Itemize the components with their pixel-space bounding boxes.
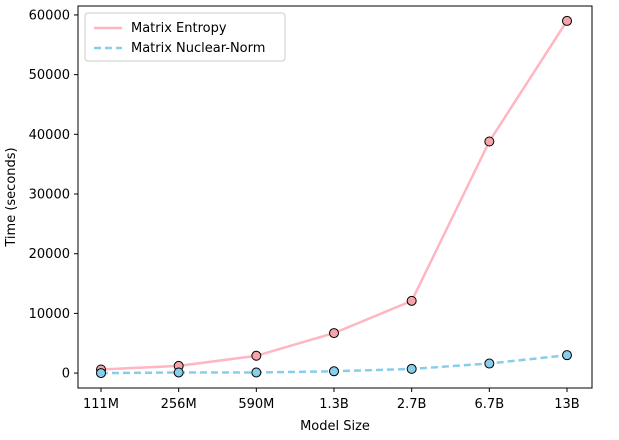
x-tick-label: 590M xyxy=(238,397,274,412)
data-point-matrix-entropy xyxy=(562,15,572,26)
legend-label-matrix-entropy: Matrix Entropy xyxy=(131,21,227,36)
data-point-matrix-nuclear-norm xyxy=(484,358,495,369)
data-point-matrix-nuclear-norm xyxy=(251,367,262,378)
x-tick-label: 1.3B xyxy=(319,397,349,412)
legend-label-matrix-nuclear-norm: Matrix Nuclear-Norm xyxy=(131,41,265,56)
x-axis: 111M 256M 590M 1.3B 2.7B 6.7B 13B xyxy=(83,388,580,412)
y-axis: 0 10000 20000 30000 40000 50000 60000 xyxy=(29,8,78,382)
y-tick-label: 10000 xyxy=(29,307,70,322)
data-point-matrix-nuclear-norm xyxy=(173,367,184,378)
y-axis-label: Time (seconds) xyxy=(4,147,19,247)
y-tick-label: 50000 xyxy=(29,68,70,83)
y-tick-label: 0 xyxy=(62,367,70,382)
x-tick-label: 2.7B xyxy=(397,397,427,412)
x-tick-label: 6.7B xyxy=(475,397,505,412)
plot-area xyxy=(77,5,593,389)
data-point-matrix-entropy xyxy=(251,350,262,361)
x-axis-label: Model Size xyxy=(300,419,370,434)
data-point-matrix-nuclear-norm xyxy=(562,350,572,361)
data-point-matrix-entropy xyxy=(484,136,495,147)
legend-box xyxy=(84,12,286,62)
x-tick-label: 111M xyxy=(83,397,119,412)
legend: Matrix Entropy Matrix Nuclear-Norm xyxy=(84,12,286,62)
y-tick-label: 40000 xyxy=(29,128,70,143)
x-tick-label: 13B xyxy=(554,397,579,412)
data-point-matrix-entropy xyxy=(329,328,339,339)
data-point-matrix-nuclear-norm xyxy=(329,366,339,377)
y-tick-label: 60000 xyxy=(29,8,70,23)
data-point-matrix-nuclear-norm xyxy=(406,363,417,374)
series-layer xyxy=(96,15,572,379)
data-point-matrix-entropy xyxy=(406,295,417,306)
data-point-matrix-nuclear-norm xyxy=(96,368,106,379)
x-tick-label: 256M xyxy=(161,397,197,412)
y-tick-label: 30000 xyxy=(29,188,70,203)
y-tick-label: 20000 xyxy=(29,247,70,262)
